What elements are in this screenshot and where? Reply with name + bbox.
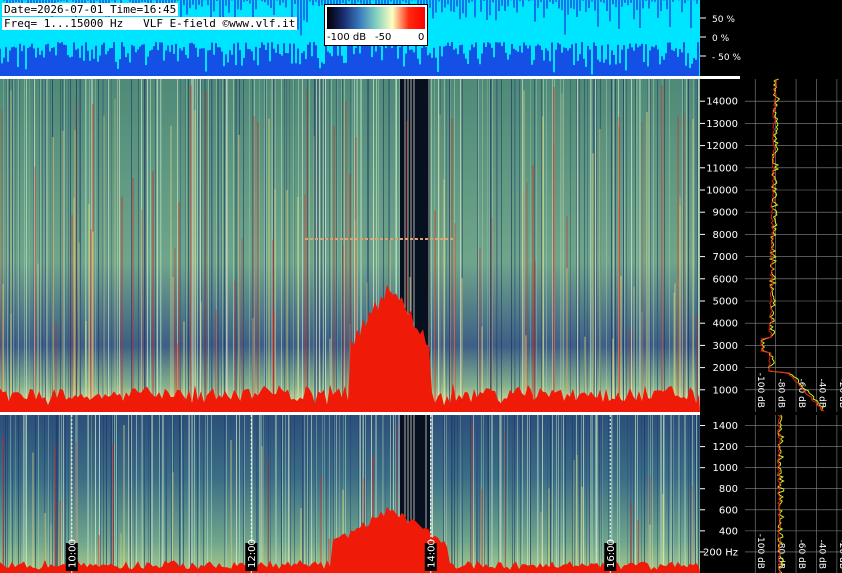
frequency-axis-full-tick-label: 11000 [706,163,738,174]
waveform-tick-label: - 50 % [712,53,741,63]
time-label-box [424,543,437,571]
spectrum-low-tick-label: -40 dB [816,540,826,569]
frequency-source-label: Freq= 1...15000 Hz VLF E-field ©www.vlf.… [2,17,298,30]
spectrum-low-tick-label: -20 dB [837,540,842,569]
frequency-axis-full-tick-label: 13000 [706,119,738,130]
frequency-axis-full-tick-label: 3000 [713,341,738,352]
spectrum-full-panel: -100 dB -80 dB -60 dB -40 dB -20 dB [745,78,842,412]
spectrum-low-trace-mean [776,414,782,573]
frequency-axis-full-tick-label: 9000 [713,208,738,219]
frequency-axis-low-tick-label: 400 [719,526,738,537]
time-tick-label: 14:00 [426,539,437,568]
colorbar-label-mid: -50 [375,32,392,43]
spectrum-low-panel: -100 dB -80 dB -60 dB -40 dB -20 dB [745,414,842,573]
waveform-trace-lower [0,42,699,76]
spectrum-full-tick-label: -40 dB [816,379,826,408]
frequency-axis-full-tick-label: 4000 [713,319,738,330]
spectrogram-full-panel [0,79,700,415]
spectrum-low-tick-label: -100 dB [755,534,765,569]
frequency-axis-full-tick-label: 14000 [706,97,738,108]
frequency-axis-full-background [700,79,742,412]
spectrum-full-tick-label: -100 dB [755,373,765,408]
frequency-axis-full-tick-label: 1000 [713,385,738,396]
frequency-axis-full-tick-label: 2000 [713,363,738,374]
waveform-tick-label: 0 % [712,34,730,44]
spectrogram-low-panel [0,415,700,573]
spectrum-full-trace-mean [760,78,825,412]
time-label-box [604,543,617,571]
frequency-axis-full-tick-label: 10000 [706,186,738,197]
panel-divider [0,76,740,79]
colorbar-label-max: 0 [418,32,425,43]
frequency-axis-low-tick-label: 1200 [713,442,738,453]
date-time-label: Date=2026-07-01 Time=16:45 [2,3,179,16]
spectrogram-full-low-frequency-energy [0,284,700,412]
time-tick-label: 16:00 [606,539,617,568]
frequency-axis-full-tick-label: 8000 [713,230,738,241]
time-tick-label: 10:00 [67,539,78,568]
frequency-axis-low-tick-label: 600 [719,505,738,516]
colorbar-gradient [327,7,425,29]
waveform-tick-label: 50 % [712,15,735,25]
frequency-axis-full: 1000 2000 3000 4000 5000 6000 7000 8000 9000 1000… [700,79,742,412]
time-tick-label: 12:00 [247,539,258,568]
frequency-axis-low-background [700,415,742,573]
time-axis: 10:00 12:00 14:00 16:00 [65,415,617,573]
spectrum-low-tick-label: -60 dB [796,540,806,569]
frequency-axis-full-tick-label: 6000 [713,274,738,285]
colorbar-label-min: -100 dB [327,32,367,43]
frequency-axis-low-tick-label: 1000 [713,463,738,474]
spectrogram-low-low-frequency-energy [0,506,700,573]
spectrum-full-tick-label: -60 dB [796,379,806,408]
spectrum-full-background [745,79,842,412]
spectrum-low-background [745,415,842,573]
frequency-axis-low: 200 Hz 400 600 800 1000 1200 1400 [700,415,742,573]
frequency-axis-low-tick-label: 1400 [713,421,738,432]
waveform-axis: 50 % 0 % - 50 % [700,15,741,63]
time-label-box [65,543,78,571]
time-label-box [245,543,258,571]
frequency-axis-full-tick-label: 5000 [713,297,738,308]
frequency-axis-full-tick-label: 7000 [713,252,738,263]
spectrum-full-tick-label: -20 dB [837,379,842,408]
panel-divider [0,412,700,415]
colorbar-legend: -100 dB -50 0 [324,4,428,46]
frequency-axis-low-tick-label: 800 [719,484,738,495]
frequency-axis-full-tick-label: 12000 [706,141,738,152]
spectrum-full-tick-label: -80 dB [776,379,786,408]
frequency-axis-low-tick-label: 200 Hz [703,547,738,558]
